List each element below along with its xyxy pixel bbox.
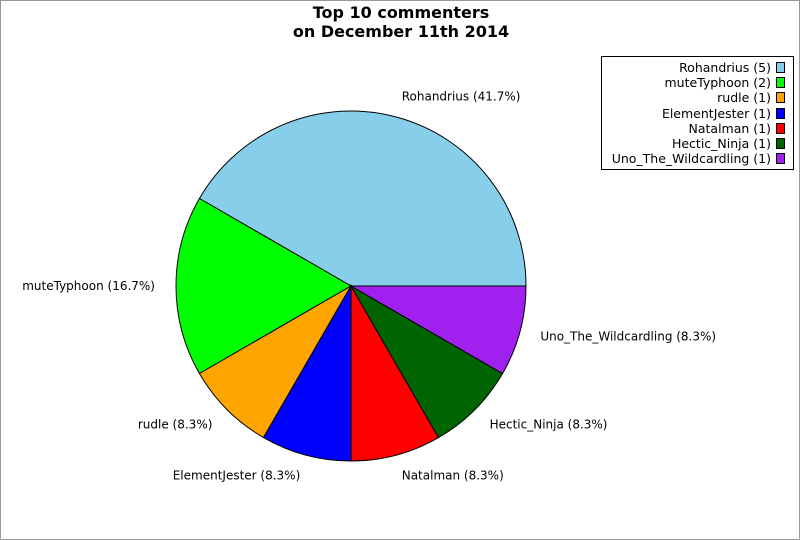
- pie-slice-4: [350, 284, 440, 462]
- legend-label-1: muteTyphoon (2): [664, 75, 771, 91]
- pie-label-3: ElementJester (8.3%): [173, 468, 301, 482]
- pie-label-4: Natalman (8.3%): [402, 468, 504, 482]
- pie-slice-5: [349, 284, 504, 439]
- legend-swatch-3: [776, 107, 785, 119]
- legend: Rohandrius (5) muteTyphoon (2) rudle (1) El…: [601, 56, 794, 170]
- legend-entry-3: ElementJester (1): [600, 106, 793, 121]
- pie-slice-3: [262, 284, 352, 462]
- legend-swatch-4: [776, 122, 785, 134]
- legend-entry-6: Uno_The_Wildcardling (1): [600, 151, 793, 166]
- pie-slice-6: [349, 285, 527, 375]
- chart-title-line-2: on December 11th 2014: [292, 22, 510, 41]
- legend-entry-5: Hectic_Ninja (1): [600, 136, 793, 151]
- legend-label-4: Natalman (1): [688, 120, 771, 136]
- pie-label-2: rudle (8.3%): [138, 418, 213, 432]
- legend-swatch-0: [776, 62, 785, 73]
- legend-swatch-1: [776, 77, 785, 89]
- legend-entry-0: Rohandrius (5): [600, 60, 793, 75]
- legend-label-2: rudle (1): [717, 90, 771, 106]
- pie-label-1: muteTyphoon (16.7%): [22, 279, 155, 293]
- legend-entry-1: muteTyphoon (2): [600, 75, 793, 90]
- pie-slice-2: [198, 284, 353, 439]
- legend-label-3: ElementJester (1): [661, 105, 771, 121]
- pie-label-5: Hectic_Ninja (8.3%): [490, 418, 608, 432]
- legend-entry-2: rudle (1): [600, 90, 793, 105]
- legend-swatch-2: [776, 92, 785, 104]
- legend-label-5: Hectic_Ninja (1): [671, 136, 771, 151]
- legend-label-0: Rohandrius (5): [679, 60, 771, 75]
- chart-title: Top 10 commenters on December 11th 2014: [1, 3, 799, 41]
- chart-title-line-1: Top 10 commenters: [312, 3, 490, 22]
- legend-swatch-6: [776, 153, 785, 165]
- pie-label-6: Uno_The_Wildcardling (8.3%): [540, 330, 716, 344]
- legend-entry-4: Natalman (1): [600, 121, 793, 136]
- legend-label-6: Uno_The_Wildcardling (1): [611, 151, 771, 167]
- pie-slice-0: [198, 110, 527, 287]
- pie-slice-1: [175, 197, 352, 375]
- pie-label-0: Rohandrius (41.7%): [402, 90, 521, 104]
- legend-swatch-5: [776, 138, 785, 149]
